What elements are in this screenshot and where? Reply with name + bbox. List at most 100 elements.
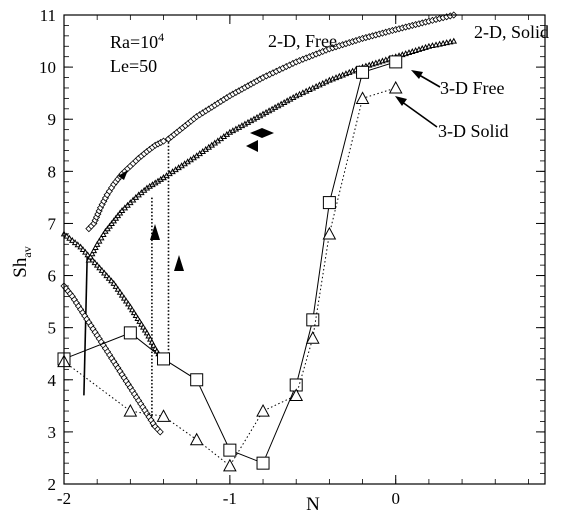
param-ra-exponent: 4	[158, 30, 164, 44]
direction-arrow-solid-upper	[246, 140, 258, 152]
data-point	[355, 91, 370, 104]
data-point	[93, 240, 101, 247]
data-point	[66, 234, 73, 241]
y-tick-label: 6	[48, 267, 57, 286]
y-tick-label: 3	[48, 423, 57, 442]
data-point	[88, 250, 96, 257]
param-ra-base: Ra=10	[110, 32, 158, 52]
data-point	[85, 256, 93, 263]
series-3-d-solid	[57, 80, 403, 472]
transition-line	[83, 254, 89, 396]
data-point	[82, 248, 89, 255]
data-point	[79, 246, 87, 253]
direction-arrow-free-lower	[118, 170, 128, 180]
y-tick-label: 8	[48, 162, 57, 181]
data-point	[69, 236, 76, 243]
data-point	[91, 259, 99, 266]
data-point	[114, 285, 122, 292]
plot-frame	[63, 14, 546, 485]
data-point	[223, 443, 237, 457]
data-point	[74, 241, 82, 248]
y-axis-title: Shav	[10, 246, 34, 277]
data-point	[356, 65, 370, 79]
param-ra: Ra=104	[110, 30, 164, 52]
data-point	[125, 300, 132, 307]
data-point	[100, 231, 107, 238]
data-point	[90, 247, 98, 254]
data-point	[190, 373, 204, 387]
data-point	[120, 294, 128, 301]
data-point	[322, 226, 337, 240]
y-tick-label: 5	[48, 319, 57, 338]
data-point	[63, 232, 71, 239]
data-point	[77, 243, 84, 250]
y-axis-title-sub: av	[20, 246, 34, 257]
y-axis-title-text: Shav	[10, 246, 34, 277]
series-line	[63, 87, 396, 467]
data-point	[157, 352, 171, 366]
data-point	[98, 234, 105, 241]
x-tick-label: -2	[57, 489, 71, 508]
data-point	[98, 266, 106, 273]
y-tick-label: 10	[39, 58, 56, 77]
data-point	[92, 243, 99, 250]
data-point	[256, 403, 270, 417]
data-point	[93, 261, 101, 268]
data-point	[256, 456, 270, 470]
data-point	[156, 428, 164, 436]
annotation-arrows	[118, 70, 441, 271]
data-point	[123, 326, 137, 340]
data-point	[71, 239, 79, 246]
y-axis-title-main: Sh	[10, 257, 31, 278]
arrow-3d-solid-head	[395, 96, 407, 106]
data-point	[305, 331, 320, 344]
data-point	[156, 409, 171, 422]
arrow-3d-solid	[397, 98, 438, 128]
data-point	[108, 277, 115, 284]
y-tick-label: 7	[48, 214, 57, 233]
data-point	[189, 432, 204, 446]
series-layer	[57, 11, 458, 472]
param-le: Le=50	[110, 56, 157, 76]
data-point	[112, 282, 120, 289]
data-point	[289, 388, 304, 402]
series-3-d-free	[57, 55, 403, 470]
data-point	[105, 274, 113, 281]
label-2d-free: 2-D, Free	[268, 31, 337, 51]
y-tick-label: 11	[40, 6, 56, 25]
direction-arrow-jump-1	[150, 224, 160, 240]
direction-arrow-jump-2	[174, 255, 184, 271]
data-point	[322, 196, 336, 210]
series-2-d-solid	[60, 37, 458, 359]
data-point	[389, 55, 403, 69]
label-3d-solid: 3-D Solid	[438, 121, 509, 141]
data-point	[103, 272, 110, 279]
data-point	[101, 269, 108, 276]
data-point	[118, 291, 126, 298]
data-point	[116, 288, 124, 295]
label-2d-solid: 2-D, Solid	[474, 22, 549, 42]
data-point	[306, 313, 320, 327]
data-point	[388, 80, 403, 94]
x-tick-label: 0	[391, 489, 400, 508]
series-2-d-free	[60, 11, 458, 436]
x-axis-title: N	[306, 494, 320, 515]
series-line	[63, 61, 396, 464]
data-point	[96, 264, 103, 271]
y-tick-label: 4	[48, 371, 57, 390]
y-tick-label: 9	[48, 110, 57, 129]
data-point	[223, 458, 237, 472]
label-3d-free: 3-D Free	[440, 78, 504, 98]
direction-arrow-free-upper	[250, 128, 274, 138]
data-point	[96, 237, 103, 244]
data-point	[159, 137, 168, 145]
data-point	[110, 279, 117, 286]
axis-ticks: -2 -1 0 2 3 4 5 6 7 8 9 10 11	[39, 6, 545, 508]
data-point	[84, 251, 91, 258]
data-point	[122, 297, 130, 304]
x-tick-label: -1	[223, 489, 237, 508]
arrow-3d-free-head	[411, 70, 423, 79]
data-point	[450, 37, 458, 44]
data-point	[123, 403, 138, 417]
